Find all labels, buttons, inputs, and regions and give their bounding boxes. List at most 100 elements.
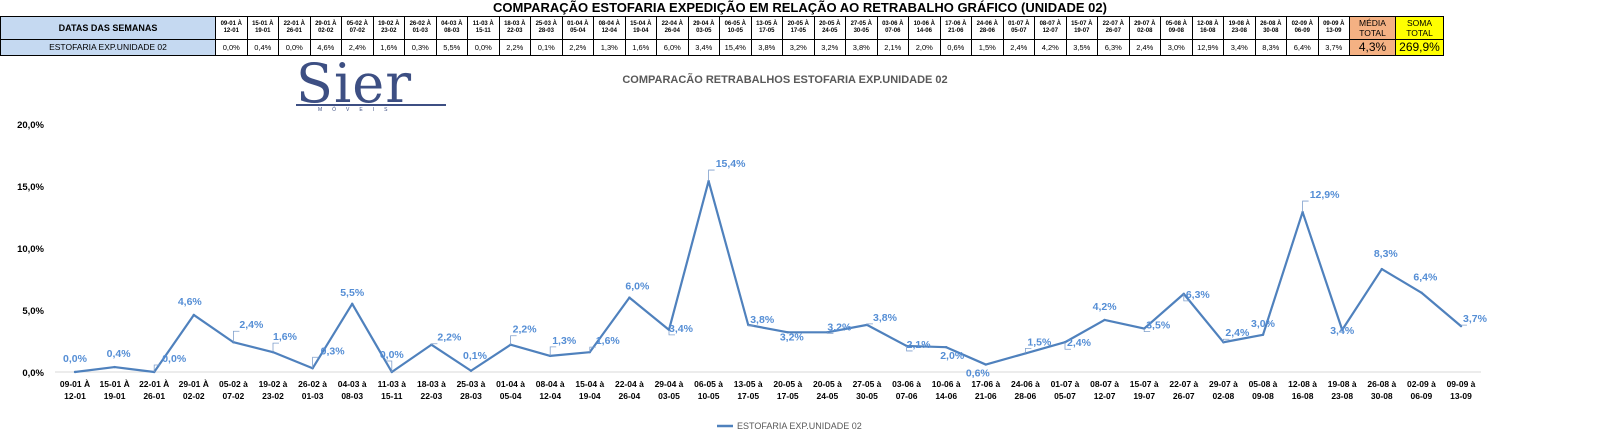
week-header-cell[interactable]: 22-07 À 26-07 <box>1097 16 1130 40</box>
week-value-cell[interactable]: 0,0% <box>467 39 500 56</box>
header-line: 12-08 À <box>1197 20 1219 27</box>
media-total-value[interactable]: 4,3% <box>1349 39 1396 56</box>
week-value-cell[interactable]: 5,5% <box>435 39 468 56</box>
week-header-cell[interactable]: 24-06 À 28-06 <box>971 16 1004 40</box>
week-value-cell[interactable]: 0,0% <box>215 39 248 56</box>
media-total-header[interactable]: MÉDIA TOTAL <box>1349 16 1396 40</box>
data-point <box>113 365 116 369</box>
x-tick-label: 14-06 <box>935 391 957 401</box>
week-header-cell[interactable]: 03-06 À 07-06 <box>876 16 909 40</box>
week-value-cell[interactable]: 6,4% <box>1286 39 1319 56</box>
week-header-cell[interactable]: 01-04 À 05-04 <box>561 16 594 40</box>
week-header-cell[interactable]: 06-05 À 10-05 <box>719 16 752 40</box>
week-value-cell[interactable]: 8,3% <box>1254 39 1287 56</box>
week-value-cell[interactable]: 12,9% <box>1191 39 1224 56</box>
week-value-cell[interactable]: 1,6% <box>624 39 657 56</box>
data-point <box>628 296 631 299</box>
week-header-cell[interactable]: 10-06 À 14-06 <box>908 16 941 40</box>
week-header-cell[interactable]: 08-04 À 12-04 <box>593 16 626 40</box>
x-tick-label: 03-06 à <box>892 379 921 389</box>
week-header-cell[interactable]: 09-01 À 12-01 <box>215 16 248 40</box>
week-value-cell[interactable]: 3,8% <box>750 39 783 56</box>
week-header-cell[interactable]: 26-02 À 01-03 <box>404 16 437 40</box>
week-header-cell[interactable]: 22-04 À 26-04 <box>656 16 689 40</box>
week-header-cell[interactable]: 29-01 À 02-02 <box>309 16 342 40</box>
week-header-cell[interactable]: 20-05 À 17-05 <box>782 16 815 40</box>
row-header-label[interactable]: DATAS DAS SEMANAS <box>0 16 216 40</box>
week-value-cell[interactable]: 3,0% <box>1160 39 1193 56</box>
week-value-cell[interactable]: 2,0% <box>908 39 941 56</box>
leader-line <box>906 345 913 352</box>
header-line: 28-06 <box>979 28 995 34</box>
soma-total-value[interactable]: 269,9% <box>1395 39 1444 56</box>
week-header-cell[interactable]: 08-07 À 12-07 <box>1034 16 1067 40</box>
week-value-cell[interactable]: 4,6% <box>309 39 342 56</box>
week-value-cell[interactable]: 0,3% <box>404 39 437 56</box>
week-value-cell[interactable]: 2,1% <box>876 39 909 56</box>
week-header-cell[interactable]: 15-07 À 19-07 <box>1065 16 1098 40</box>
week-value-cell[interactable]: 0,1% <box>530 39 563 56</box>
week-value-cell[interactable]: 2,2% <box>498 39 531 56</box>
week-header-cell[interactable]: 15-04 À 19-04 <box>624 16 657 40</box>
week-value-cell[interactable]: 2,4% <box>1002 39 1035 56</box>
week-header-cell[interactable]: 17-06 À 21-06 <box>939 16 972 40</box>
week-header-cell[interactable]: 12-08 À 16-08 <box>1191 16 1224 40</box>
week-header-cell[interactable]: 13-05 À 17-05 <box>750 16 783 40</box>
week-value-cell[interactable]: 3,4% <box>1223 39 1256 56</box>
week-header-cell[interactable]: 19-08 À 23-08 <box>1223 16 1256 40</box>
week-header-cell[interactable]: 04-03 À 08-03 <box>435 16 468 40</box>
week-value-cell[interactable]: 2,2% <box>561 39 594 56</box>
week-header-cell[interactable]: 27-05 À 30-05 <box>845 16 878 40</box>
week-value-cell[interactable]: 3,8% <box>845 39 878 56</box>
header-line: 29-04 À <box>693 20 715 27</box>
week-header-cell[interactable]: 15-01 À 19-01 <box>246 16 279 40</box>
week-header-cell[interactable]: 02-09 À 06-09 <box>1286 16 1319 40</box>
week-value-cell[interactable]: 2,4% <box>1128 39 1161 56</box>
week-value-cell[interactable]: 0,4% <box>246 39 279 56</box>
data-label: 1,5% <box>1027 336 1052 348</box>
week-header-cell[interactable]: 26-08 À 30-08 <box>1254 16 1287 40</box>
week-value-cell[interactable]: 6,3% <box>1097 39 1130 56</box>
week-header-cell[interactable]: 29-04 À 03-05 <box>687 16 720 40</box>
data-label: 0,6% <box>966 368 991 380</box>
data-label: 0,0% <box>162 353 187 365</box>
header-line: 26-01 <box>286 28 302 34</box>
data-label: 3,0% <box>1251 318 1276 330</box>
week-header-cell[interactable]: 18-03 À 22-03 <box>498 16 531 40</box>
header-line: 05-02 À <box>346 20 368 27</box>
week-header-cell[interactable]: 20-05 À 24-05 <box>813 16 846 40</box>
row-value-label[interactable]: ESTOFARIA EXP.UNIDADE 02 <box>0 39 216 56</box>
week-header-cell[interactable]: 05-08 À 09-08 <box>1160 16 1193 40</box>
header-line: TOTAL <box>1406 28 1433 38</box>
header-line: 26-02 À <box>409 20 431 27</box>
x-tick-label: 11-03 à <box>378 379 407 389</box>
week-value-cell[interactable]: 0,6% <box>939 39 972 56</box>
x-tick-label: 12-01 <box>64 391 86 401</box>
week-value-cell[interactable]: 3,7% <box>1317 39 1350 56</box>
leader-line <box>1223 338 1230 343</box>
week-header-cell[interactable]: 05-02 À 07-02 <box>341 16 374 40</box>
week-header-cell[interactable]: 22-01 À 26-01 <box>278 16 311 40</box>
week-header-cell[interactable]: 29-07 À 02-08 <box>1128 16 1161 40</box>
week-value-cell[interactable]: 6,0% <box>656 39 689 56</box>
week-value-cell[interactable]: 1,5% <box>971 39 1004 56</box>
x-tick-label: 06-09 <box>1411 391 1433 401</box>
week-value-cell[interactable]: 3,4% <box>687 39 720 56</box>
week-value-cell[interactable]: 1,3% <box>593 39 626 56</box>
week-header-cell[interactable]: 11-03 À 15-11 <box>467 16 500 40</box>
week-value-cell[interactable]: 0,0% <box>278 39 311 56</box>
week-value-cell[interactable]: 4,2% <box>1034 39 1067 56</box>
x-tick-label: 01-07 à <box>1051 379 1080 389</box>
week-header-cell[interactable]: 09-09 À 13-09 <box>1317 16 1350 40</box>
week-value-cell[interactable]: 3,5% <box>1065 39 1098 56</box>
soma-total-header[interactable]: SOMA TOTAL <box>1395 16 1444 40</box>
week-header-cell[interactable]: 01-07 À 05-07 <box>1002 16 1035 40</box>
week-header-cell[interactable]: 19-02 À 23-02 <box>372 16 405 40</box>
week-value-cell[interactable]: 2,4% <box>341 39 374 56</box>
week-value-cell[interactable]: 1,6% <box>372 39 405 56</box>
week-header-cell[interactable]: 25-03 À 28-03 <box>530 16 563 40</box>
week-value-cell[interactable]: 3,2% <box>813 39 846 56</box>
week-value-cell[interactable]: 3,2% <box>782 39 815 56</box>
week-value-cell[interactable]: 15,4% <box>719 39 752 56</box>
x-tick-label: 22-03 <box>421 391 443 401</box>
